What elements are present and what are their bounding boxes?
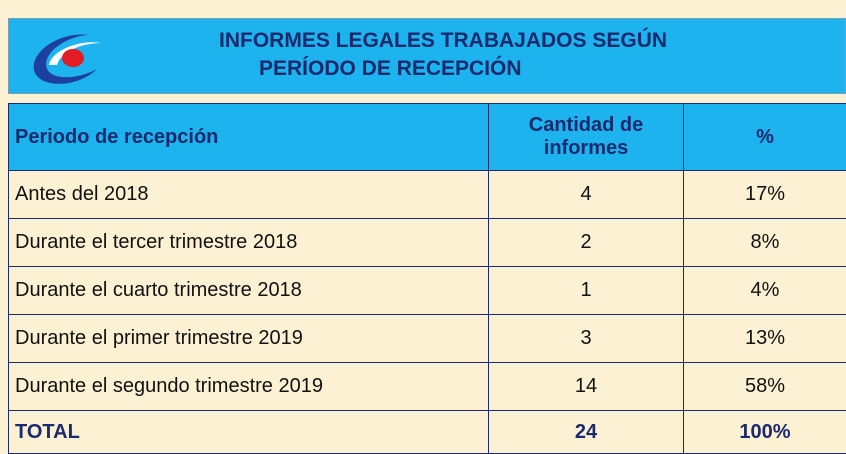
cell: 13% [684,315,846,363]
cell: 4% [684,267,846,315]
cell: Durante el primer trimestre 2019 [9,315,489,363]
cell: TOTAL [9,411,489,454]
cell: 1 [489,267,684,315]
cell: 8% [684,219,846,267]
column-header: Periodo de recepción [9,104,489,171]
cell: 58% [684,363,846,411]
cell: Antes del 2018 [9,171,489,219]
cell: 3 [489,315,684,363]
cell: 17% [684,171,846,219]
column-header: Cantidad de informes [489,104,684,171]
title-line: PERÍODO DE RECEPCIÓN [259,57,522,81]
logo [27,25,107,87]
header-row: Periodo de recepción Cantidad de informe… [9,104,846,171]
cell: 4 [489,171,684,219]
cell: 14 [489,363,684,411]
cell: Durante el tercer trimestre 2018 [9,219,489,267]
cell: Durante el cuarto trimestre 2018 [9,267,489,315]
cell: Durante el segundo trimestre 2019 [9,363,489,411]
cell: 100% [684,411,846,454]
cell: 24 [489,411,684,454]
table: Periodo de recepción Cantidad de informe… [8,103,846,454]
title-line: INFORMES LEGALES TRABAJADOS SEGÚN [219,29,667,53]
column-header: % [684,104,846,171]
banner: INFORMES LEGALES TRABAJADOS SEGÚN PERÍOD… [8,18,846,94]
cell: 2 [489,219,684,267]
